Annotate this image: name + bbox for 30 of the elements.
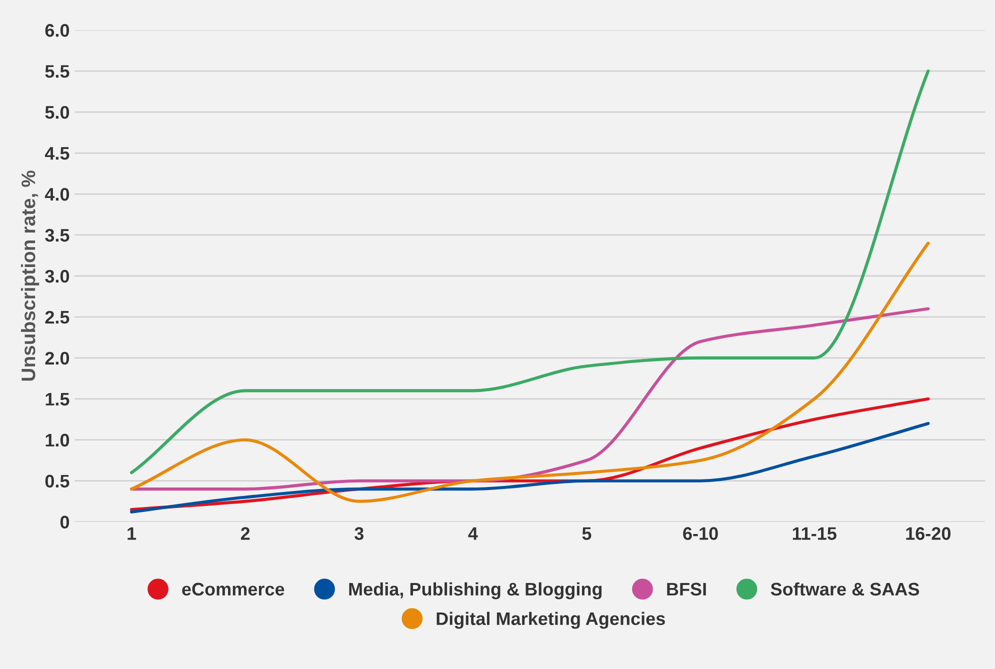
y-tick-label: 3.5	[45, 228, 70, 242]
y-tick-label: 5.0	[45, 106, 70, 119]
y-tick-label: 2.5	[45, 310, 70, 324]
y-tick-label: 1.0	[46, 434, 70, 447]
y-tick-label: 5.5	[45, 65, 70, 78]
y-tick-label: 4.0	[44, 188, 70, 201]
x-tick-label: 3	[354, 527, 364, 540]
x-tick-label: 5	[582, 527, 592, 540]
y-tick-label: 1.5	[46, 393, 70, 406]
legend-label: eCommerce	[182, 582, 284, 596]
x-tick-label: 16-20	[906, 527, 950, 540]
x-tick-label: 2	[240, 527, 250, 540]
line-series	[130, 422, 930, 514]
line-series	[130, 242, 930, 503]
y-tick-label: 0.5	[45, 474, 70, 488]
line-series	[130, 70, 930, 474]
y-tick-label: 2.0	[45, 352, 70, 365]
y-tick-label: 6.0	[45, 24, 70, 37]
y-axis-title: Unsubscription rate, %	[20, 170, 40, 381]
legend-label: BFSI	[667, 582, 706, 596]
legend-label: Media, Publishing & Blogging	[349, 582, 602, 600]
legend-label: Digital Marketing Agencies	[436, 612, 665, 629]
legend-label: Software & SAAS	[770, 582, 920, 596]
x-tick-label: 4	[468, 527, 478, 540]
y-tick-label: 3.0	[45, 270, 70, 283]
y-tick-label: 0	[60, 516, 70, 529]
y-tick-label: 4.5	[44, 147, 70, 160]
x-tick-label: 6-10	[683, 527, 718, 540]
x-tick-label: 1	[128, 527, 136, 540]
x-tick-label: 11-15	[792, 527, 836, 540]
